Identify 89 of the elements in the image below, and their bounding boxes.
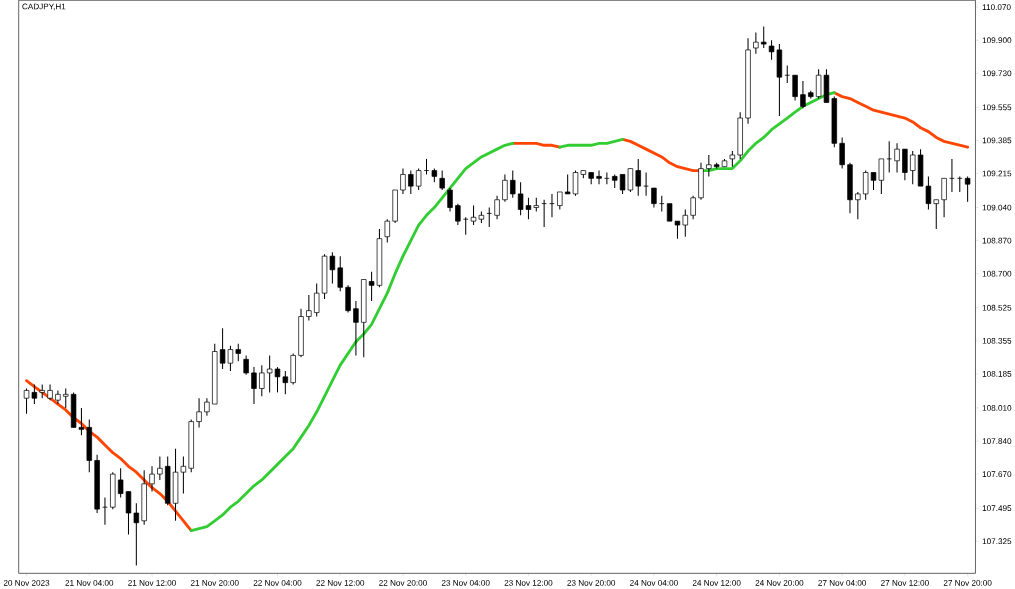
x-tick-label: 24 Nov 04:00 (630, 579, 678, 586)
candlestick (447, 187, 453, 212)
x-tick-label: 27 Nov 04:00 (818, 579, 867, 586)
x-tick-label: 22 Nov 04:00 (253, 579, 302, 586)
candlestick (243, 354, 249, 376)
y-tick-label: 107.325 (982, 538, 1012, 545)
candlestick (855, 191, 861, 220)
x-tick-label: 21 Nov 12:00 (128, 579, 176, 586)
candlestick (910, 150, 916, 185)
x-tick-label: 22 Nov 20:00 (379, 579, 427, 586)
candlestick (353, 300, 359, 356)
x-tick-label: 24 Nov 12:00 (692, 579, 741, 586)
y-tick-label: 107.495 (982, 505, 1012, 511)
candlestick (408, 169, 414, 195)
candlestick (933, 199, 939, 230)
candlestick (761, 25, 767, 49)
y-tick-label: 109.040 (982, 204, 1012, 211)
x-tick-label: 23 Nov 20:00 (567, 579, 616, 586)
candlestick (400, 168, 406, 195)
y-tick-label: 109.215 (982, 170, 1012, 177)
candlestick (635, 158, 641, 197)
chart-title: CADJPY,H1 (22, 3, 66, 11)
y-tick-label: 108.185 (982, 370, 1012, 377)
x-tick-label: 27 Nov 12:00 (881, 579, 929, 586)
candlestick (415, 168, 422, 191)
candlestick (345, 284, 351, 314)
candlestick (964, 175, 971, 203)
candlestick (313, 282, 320, 317)
candlestick (282, 370, 289, 395)
y-tick-label: 109.900 (982, 37, 1012, 43)
candlestick (494, 195, 500, 220)
candlestick (949, 158, 955, 193)
candlestick (800, 80, 806, 109)
y-tick-label: 108.355 (982, 337, 1012, 344)
candlestick (384, 218, 390, 243)
candlestick (792, 74, 798, 101)
candlestick (133, 502, 140, 566)
candlestick (941, 177, 947, 218)
y-tick-label: 109.555 (982, 104, 1012, 111)
x-tick-label: 23 Nov 04:00 (441, 579, 490, 586)
candlestick (455, 203, 461, 226)
candlestick (839, 136, 845, 170)
candlestick (462, 216, 469, 236)
candlestick (102, 496, 108, 526)
y-tick-label: 108.525 (982, 304, 1012, 311)
candlestick (63, 387, 69, 409)
y-tick-label: 109.730 (982, 70, 1012, 77)
candlestick (862, 169, 869, 201)
y-tick-label: 109.385 (982, 137, 1012, 144)
candlestick (549, 193, 555, 218)
x-tick-label: 22 Nov 12:00 (316, 579, 365, 586)
candlestick (753, 31, 759, 55)
candlestick (486, 206, 492, 228)
candlestick (604, 171, 610, 185)
candlestick (149, 465, 155, 493)
candlestick (651, 187, 657, 208)
candlestick (886, 140, 892, 173)
y-tick-label: 107.670 (982, 471, 1012, 477)
x-tick-label: 21 Nov 04:00 (65, 579, 114, 586)
x-tick-label: 21 Nov 20:00 (190, 579, 239, 586)
candlestick (157, 456, 163, 481)
candlestick (596, 169, 602, 185)
candlestick (439, 169, 445, 191)
x-tick-label: 20 Nov 2023 (3, 579, 50, 586)
candlestick (541, 199, 547, 228)
candlestick (337, 255, 343, 292)
y-tick-label: 107.840 (982, 438, 1012, 444)
candlestick (894, 142, 900, 173)
candlestick (306, 294, 312, 321)
y-tick-label: 110.070 (982, 4, 1011, 10)
x-tick-label: 24 Nov 20:00 (755, 579, 804, 586)
candlestick (706, 154, 712, 177)
candlestick (510, 169, 516, 199)
candlestick (957, 175, 963, 193)
candlestick (690, 195, 696, 220)
y-tick-label: 108.700 (982, 270, 1012, 277)
candlestick (251, 366, 257, 405)
candlestick (502, 173, 508, 203)
candlestick (682, 208, 689, 238)
candlestick (196, 397, 202, 428)
x-tick-label: 23 Nov 12:00 (504, 579, 553, 586)
x-tick-label: 27 Nov 20:00 (943, 579, 992, 586)
candlestick (259, 364, 265, 397)
candlestick (643, 171, 649, 197)
candlestick (902, 148, 908, 181)
candlestick (784, 64, 791, 84)
y-tick-label: 108.010 (982, 404, 1012, 411)
candlestick (55, 389, 61, 405)
y-tick-label: 108.870 (982, 237, 1012, 244)
